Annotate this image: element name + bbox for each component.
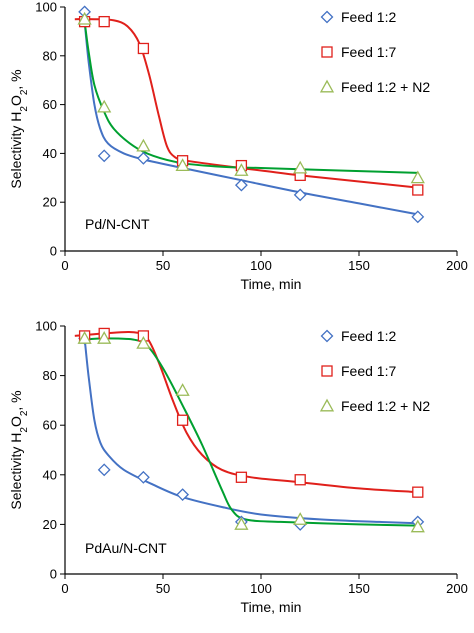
x-tick-label: 200	[446, 258, 468, 273]
y-tick-label: 0	[50, 567, 57, 582]
y-tick-label: 80	[43, 48, 57, 63]
legend-label: Feed 1:2 + N2	[341, 398, 430, 414]
y-axis-label-part: 2	[19, 106, 30, 112]
data-point-series-2	[412, 184, 424, 196]
data-point-series-3	[234, 517, 249, 530]
y-axis-label-part: Selectivity H	[8, 433, 24, 510]
data-point-series-3	[175, 158, 190, 172]
data-point-series-3	[77, 11, 92, 25]
y-tick-label: 40	[43, 146, 57, 161]
panel-label: PdAu/N-CNT	[85, 540, 167, 556]
fit-curve-series-1	[83, 21, 418, 216]
data-point-series-1	[293, 188, 307, 202]
legend-marker	[319, 398, 335, 412]
y-axis-label-part: Selectivity H	[8, 112, 24, 189]
data-point-series-1	[136, 151, 150, 165]
data-point-series-2	[98, 15, 110, 28]
data-point-series-3	[136, 138, 151, 152]
data-point-series-3	[77, 331, 92, 344]
y-axis-label-part: , %	[8, 69, 24, 89]
legend-marker	[320, 10, 334, 24]
fit-curve-series-3	[83, 21, 418, 174]
data-point-series-2	[176, 414, 189, 426]
y-axis-label: Selectivity H2O2, %	[8, 69, 30, 188]
data-point-series-1	[97, 463, 111, 477]
data-point-series-3	[234, 163, 249, 176]
x-tick-label: 50	[156, 581, 170, 596]
fit-curve-series-1	[83, 338, 418, 525]
panel-label: Pd/N-CNT	[85, 216, 150, 232]
y-axis-label-part: O	[8, 95, 24, 106]
y-axis-label-part: , %	[8, 390, 24, 410]
data-point-series-1	[234, 178, 248, 192]
x-tick-label: 150	[348, 581, 370, 596]
y-tick-label: 20	[43, 517, 57, 532]
data-point-series-2	[412, 486, 424, 498]
y-axis-label-part: 2	[19, 427, 30, 433]
legend-marker	[321, 46, 333, 58]
legend-label: Feed 1:7	[341, 363, 396, 379]
legend-marker	[319, 79, 335, 93]
data-point-series-2	[294, 474, 306, 486]
legend-marker	[321, 365, 333, 377]
y-axis-label-part: 2	[19, 89, 30, 95]
y-axis-label: Selectivity H2O2, %	[8, 390, 30, 509]
legend-label: Feed 1:2 + N2	[341, 79, 430, 95]
fit-curve-series-3	[84, 337, 418, 527]
data-point-series-3	[175, 383, 190, 396]
y-tick-label: 20	[43, 195, 57, 210]
data-point-series-1	[176, 488, 190, 502]
y-tick-label: 80	[43, 368, 57, 383]
data-point-series-1	[411, 210, 425, 224]
chart-panel-1: 0 50 100 150 200 0 20 40 60 80 100 Time, min Selecti…	[8, 0, 468, 292]
data-point-series-3	[410, 519, 425, 533]
data-point-series-3	[136, 336, 151, 349]
x-tick-label: 200	[446, 581, 468, 596]
x-tick-label: 100	[250, 581, 272, 596]
data-point-series-2	[137, 42, 150, 55]
data-point-series-3	[293, 512, 308, 525]
x-axis-label: Time, min	[241, 276, 302, 292]
data-point-series-1	[97, 149, 111, 163]
x-tick-label: 50	[156, 258, 170, 273]
x-tick-label: 0	[61, 581, 68, 596]
y-tick-label: 100	[35, 319, 57, 334]
data-point-series-2	[235, 471, 248, 483]
chart-panel-2: 0 50 100 150 200 0 20 40 60 80 100 Time, min Selecti…	[8, 319, 468, 616]
x-tick-label: 150	[348, 258, 370, 273]
y-tick-label: 60	[43, 418, 57, 433]
y-axis-label-part: O	[8, 416, 24, 427]
fit-curve-series-2	[74, 18, 418, 189]
y-axis-label-part: 2	[19, 410, 30, 416]
legend-label: Feed 1:2	[341, 9, 396, 25]
x-axis-label: Time, min	[241, 599, 302, 615]
x-tick-label: 0	[61, 258, 68, 273]
y-tick-label: 0	[50, 244, 57, 259]
data-point-series-3	[293, 160, 308, 174]
data-point-series-3	[410, 170, 425, 184]
x-tick-label: 100	[250, 258, 272, 273]
y-tick-label: 100	[35, 0, 57, 15]
data-point-series-3	[97, 331, 112, 344]
y-tick-label: 60	[43, 97, 57, 112]
legend-label: Feed 1:7	[341, 44, 396, 60]
legend-marker	[320, 329, 334, 343]
data-point-series-1	[136, 470, 150, 484]
legend-label: Feed 1:2	[341, 328, 396, 344]
data-point-series-3	[97, 99, 112, 113]
y-tick-label: 40	[43, 467, 57, 482]
